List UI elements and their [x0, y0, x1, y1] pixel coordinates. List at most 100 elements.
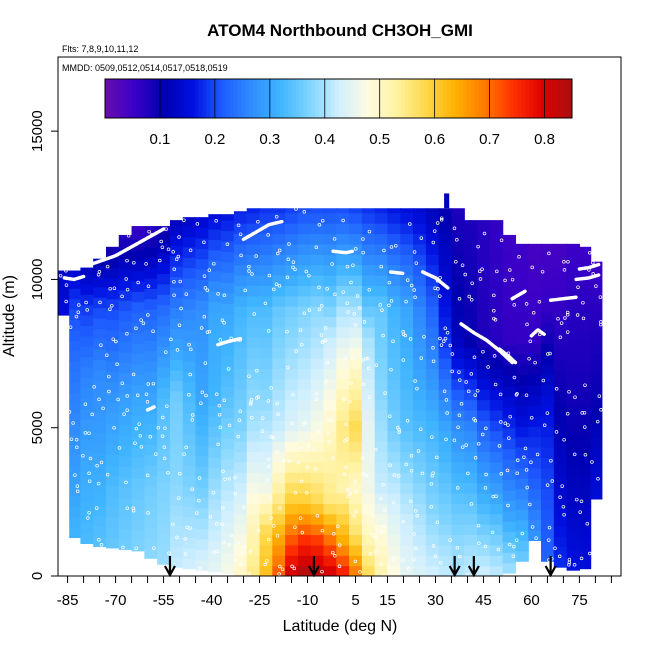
colorbar-segment: [463, 79, 468, 118]
heat-cell: [93, 317, 107, 329]
colorbar-segment: [260, 79, 266, 118]
heat-cell: [297, 565, 312, 576]
heat-cell: [477, 358, 491, 369]
heat-cell: [502, 375, 517, 387]
heat-cell: [515, 509, 529, 521]
heat-cell: [310, 285, 325, 297]
heat-cell: [80, 481, 94, 493]
heat-cell: [413, 368, 427, 380]
heat-cell: [233, 472, 248, 484]
sample-point: [290, 421, 295, 425]
heat-cell: [336, 212, 350, 224]
colorbar-segment: [478, 79, 483, 118]
sample-point: [135, 393, 140, 398]
heat-cell: [58, 294, 70, 306]
heat-cell: [566, 248, 581, 260]
heat-cell: [528, 280, 542, 292]
heat-cell: [387, 430, 401, 442]
heat-cell: [579, 506, 592, 518]
heat-cell: [590, 436, 603, 448]
heat-cell: [336, 420, 350, 432]
sample-point: [190, 418, 195, 422]
sample-point: [525, 485, 529, 490]
heat-cell: [387, 378, 401, 390]
sample-point: [343, 355, 348, 360]
sample-point: [346, 310, 350, 314]
heat-cell: [233, 326, 248, 338]
heat-cell: [246, 264, 261, 276]
heat-cell: [323, 409, 337, 421]
heat-cell: [438, 316, 453, 328]
sample-point: [291, 265, 295, 270]
heat-cell: [541, 343, 555, 355]
sample-point: [105, 472, 110, 477]
heat-cell: [144, 226, 158, 238]
sample-point: [439, 218, 444, 222]
heat-cell: [297, 544, 312, 556]
sample-point: [512, 544, 516, 549]
heat-cell: [169, 245, 184, 257]
heat-cell: [502, 386, 517, 398]
sample-point: [361, 382, 366, 387]
sample-point: [496, 547, 501, 552]
heat-cell: [259, 223, 273, 235]
flight-track: [241, 219, 284, 242]
heat-cell: [336, 472, 350, 484]
colorbar-segment: [470, 79, 476, 118]
heat-cell: [477, 565, 491, 576]
heat-cell: [566, 310, 581, 322]
heat-cell: [323, 534, 337, 546]
colorbar-segment: [147, 79, 153, 118]
colorbar-segment: [435, 79, 441, 118]
sample-point: [492, 354, 497, 358]
heat-cell: [297, 420, 312, 432]
colorbar-segment: [486, 79, 491, 118]
heat-cell: [144, 423, 158, 435]
sample-point: [354, 489, 358, 494]
sample-point: [83, 431, 88, 435]
sample-point: [342, 472, 347, 476]
sample-point: [454, 260, 458, 264]
heat-cell: [233, 264, 248, 276]
heat-cell: [131, 395, 145, 407]
heat-cell: [246, 285, 261, 297]
heat-cell: [451, 451, 465, 463]
heat-cell: [105, 246, 120, 258]
heat-cell: [233, 212, 248, 224]
sample-point: [408, 337, 413, 341]
heat-cell: [400, 430, 414, 442]
heat-cell: [69, 495, 81, 507]
heat-cell: [259, 254, 273, 266]
heat-cell: [413, 482, 427, 494]
sample-point: [131, 506, 136, 511]
heat-cell: [361, 254, 376, 266]
heat-cell: [590, 478, 603, 490]
heat-cell: [246, 534, 261, 546]
heat-cell: [553, 380, 568, 392]
heat-cell: [361, 482, 376, 494]
heat-cell: [272, 389, 286, 401]
heat-cell: [182, 371, 197, 383]
heat-cell: [553, 515, 568, 527]
heat-cell: [259, 208, 273, 214]
sample-point: [483, 544, 488, 549]
sample-point: [331, 456, 335, 460]
colorbar-segment: [556, 79, 561, 118]
colorbar-tick-label: 0.5: [369, 131, 390, 148]
heat-cell: [233, 254, 248, 266]
heat-cell: [590, 343, 603, 355]
heat-cell: [233, 492, 248, 504]
colorbar-segment: [256, 79, 262, 118]
heat-cell: [515, 426, 529, 438]
heat-cell: [246, 420, 261, 432]
heat-cell: [515, 457, 529, 469]
sample-point: [212, 261, 216, 266]
heat-cell: [323, 212, 337, 224]
sample-point: [413, 379, 417, 383]
heat-cell: [566, 424, 581, 436]
heat-cell: [310, 472, 325, 484]
heat-cell: [566, 393, 581, 405]
heat-cell: [374, 430, 389, 442]
heat-cell: [451, 472, 465, 484]
sample-point: [293, 267, 297, 272]
